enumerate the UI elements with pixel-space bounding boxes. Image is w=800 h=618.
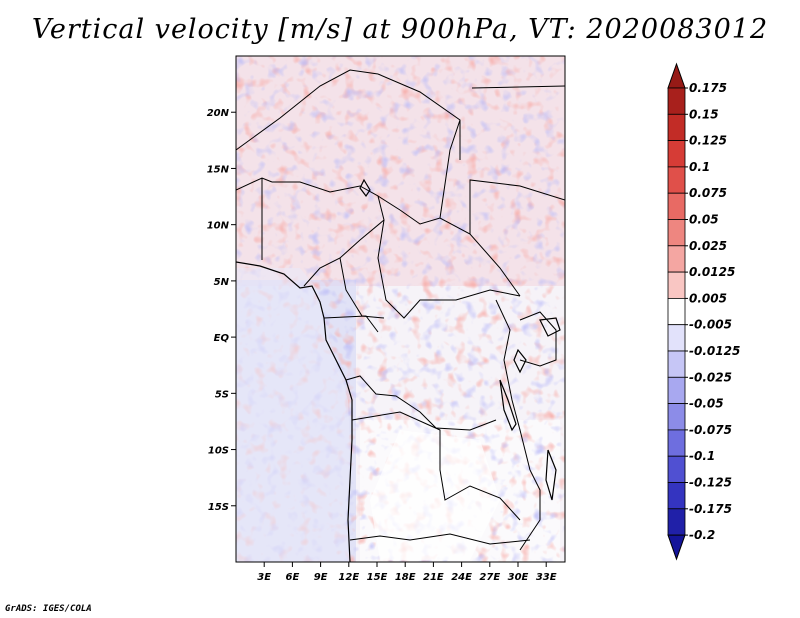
colorbar-band <box>667 192 686 220</box>
colorbar-label: -0.05 <box>689 397 724 411</box>
colorbar-band <box>667 140 686 168</box>
lat-tick-label: 10S <box>208 446 229 457</box>
boundaries <box>236 69 565 562</box>
colorbar-band <box>667 324 686 352</box>
colorbar-band <box>667 376 686 404</box>
colorbar-band <box>667 455 686 483</box>
colorbar-label: -0.0125 <box>689 344 740 358</box>
colorbar-band <box>667 508 686 536</box>
lat-tick-label: 15N <box>207 164 230 175</box>
latitude-axis: 20N 15N 10N 5N EQ 5S 10S 15S <box>207 108 236 513</box>
colorbar-top-arrow <box>667 62 686 89</box>
lat-tick-label: 20N <box>207 108 230 119</box>
lon-tick-label: 21E <box>423 572 444 583</box>
colorbar-label: 0.0125 <box>689 265 735 279</box>
lon-tick-label: 6E <box>286 572 300 583</box>
colorbar-label: -0.025 <box>689 370 732 384</box>
colorbar-label: 0.125 <box>689 134 727 148</box>
lon-tick-label: 3E <box>257 572 271 583</box>
lon-tick-label: 18E <box>395 572 416 583</box>
colorbar-label: 0.025 <box>689 239 727 253</box>
colorbar-band <box>667 271 686 299</box>
colorbar-label: 0.15 <box>689 107 719 121</box>
lon-tick-label: 24E <box>451 572 472 583</box>
lat-tick-label: 10N <box>207 221 230 232</box>
chart-title: Vertical velocity [m/s] at 900hPa, VT: 2… <box>31 14 769 45</box>
lon-tick-label: 33E <box>536 572 557 583</box>
longitude-axis: 3E 6E 9E 12E 15E 18E 21E 24E 27E 30E 33E <box>257 562 557 583</box>
lon-tick-label: 27E <box>479 572 500 583</box>
colorbar-label: -0.005 <box>689 318 732 332</box>
colorbar-band <box>667 113 686 142</box>
colorbar-band <box>667 350 686 378</box>
velocity-field <box>236 56 565 562</box>
colorbar-label: 0.075 <box>689 186 727 200</box>
colorbar-label: -0.175 <box>689 502 732 516</box>
colorbar-band <box>667 297 686 326</box>
lon-tick-label: 12E <box>338 572 359 583</box>
colorbar-band <box>667 166 686 194</box>
colorbar-label: 0.1 <box>689 160 710 174</box>
lat-tick-label: 5N <box>214 277 230 288</box>
colorbar-label: -0.2 <box>689 528 715 542</box>
lat-tick-label: 5S <box>215 389 229 400</box>
colorbar-band <box>667 482 686 510</box>
colorbar-label: -0.075 <box>689 423 732 437</box>
colorbar-label: 0.005 <box>689 291 727 305</box>
lon-tick-label: 30E <box>508 572 529 583</box>
colorbar-label: 0.05 <box>689 213 719 227</box>
colorbar: 0.175 0.15 0.125 0.1 0.075 0.05 0.025 0.0125 0.0… <box>667 62 740 561</box>
credit-text: GrADS: IGES/COLA <box>5 604 92 614</box>
lakes <box>359 178 561 501</box>
colorbar-label: -0.125 <box>689 476 732 490</box>
colorbar-band <box>667 429 686 457</box>
colorbar-bottom-arrow <box>667 534 686 561</box>
lat-tick-label: 15S <box>208 502 229 513</box>
colorbar-label: 0.175 <box>689 81 727 95</box>
lat-tick-label: EQ <box>214 333 230 344</box>
colorbar-band <box>667 219 686 247</box>
colorbar-label: -0.1 <box>689 449 715 463</box>
colorbar-band <box>667 245 686 273</box>
lon-tick-label: 9E <box>314 572 328 583</box>
colorbar-band <box>667 87 686 115</box>
lon-tick-label: 15E <box>367 572 388 583</box>
map-frame <box>235 55 566 563</box>
colorbar-band <box>667 403 686 431</box>
